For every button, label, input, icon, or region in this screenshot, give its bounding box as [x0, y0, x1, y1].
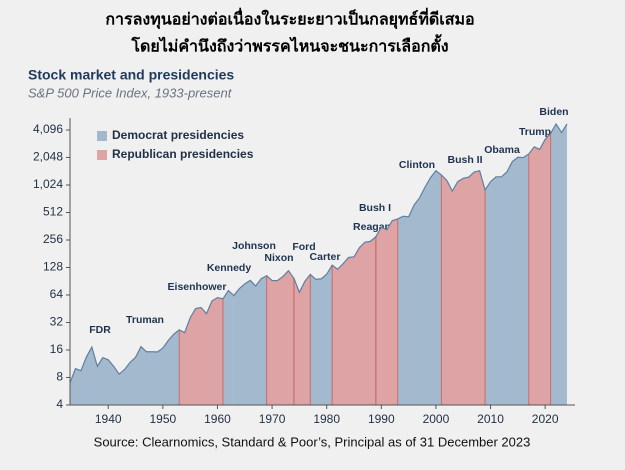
- y-tick-label: 64: [50, 287, 64, 301]
- presidency-area: [70, 347, 136, 405]
- president-label: Clinton: [399, 159, 435, 171]
- presidency-area: [397, 170, 442, 405]
- presidency-area: [375, 218, 398, 405]
- president-label: Bush II: [447, 154, 482, 166]
- president-label: Nixon: [264, 252, 293, 264]
- president-label: Trump: [519, 126, 551, 138]
- legend-swatch: [97, 131, 107, 141]
- president-label: Truman: [126, 314, 164, 326]
- x-tick-label: 1970: [259, 412, 286, 426]
- y-tick-label: 8: [56, 370, 63, 384]
- x-tick-label: 2000: [423, 412, 450, 426]
- legend-label: Democrat presidencies: [112, 128, 244, 142]
- y-tick-label: 1,024: [33, 177, 63, 191]
- president-label: Carter: [310, 251, 341, 263]
- presidency-area: [233, 275, 267, 405]
- y-tick-label: 4: [56, 397, 63, 411]
- y-tick-label: 2,048: [33, 150, 63, 164]
- presidency-area: [266, 270, 294, 405]
- x-tick-label: 2010: [477, 412, 504, 426]
- x-tick-label: 1990: [368, 412, 395, 426]
- heading-line: โดยไม่คำนึงถึงว่าพรรคไหนจะชนะการเลือกตั้…: [130, 34, 448, 56]
- presidency-area: [310, 265, 333, 405]
- legend-label: Republican presidencies: [112, 147, 254, 161]
- chart-subtitle: S&P 500 Price Index, 1933-present: [28, 85, 233, 100]
- president-label: FDR: [89, 324, 111, 336]
- president-label: Biden: [539, 106, 568, 118]
- presidency-area: [135, 329, 180, 405]
- x-tick-label: 1980: [313, 412, 340, 426]
- x-tick-label: 2020: [532, 412, 559, 426]
- president-label: Ford: [292, 241, 315, 253]
- legend-swatch: [97, 150, 107, 160]
- presidency-area: [441, 170, 486, 405]
- source-note: Source: Clearnomics, Standard & Poor’s, …: [94, 434, 531, 449]
- presidency-area: [222, 290, 234, 405]
- president-label: Obama: [484, 144, 520, 156]
- y-tick-label: 32: [50, 315, 64, 329]
- presidency-area: [332, 236, 376, 405]
- president-label: Bush I: [359, 202, 391, 214]
- y-tick-label: 16: [50, 342, 64, 356]
- x-tick-label: 1940: [95, 412, 122, 426]
- presidency-area: [179, 297, 223, 405]
- heading-line: การลงทุนอย่างต่อเนื่องในระยะยาวเป็นกลยุท…: [105, 8, 474, 30]
- y-tick-label: 128: [43, 260, 63, 274]
- president-label: Eisenhower: [168, 281, 227, 293]
- x-tick-label: 1960: [204, 412, 231, 426]
- president-label: Johnson: [232, 240, 276, 252]
- presidency-area: [485, 153, 529, 405]
- presidency-area: [293, 274, 311, 405]
- y-tick-label: 512: [43, 205, 63, 219]
- y-tick-label: 4,096: [33, 122, 63, 136]
- chart-title: Stock market and presidencies: [28, 67, 234, 83]
- y-tick-label: 256: [43, 232, 63, 246]
- presidency-area: [550, 123, 567, 405]
- president-label: Kennedy: [207, 262, 252, 274]
- index-line: [69, 122, 568, 384]
- x-tick-label: 1950: [149, 412, 176, 426]
- presidency-area: [528, 133, 551, 405]
